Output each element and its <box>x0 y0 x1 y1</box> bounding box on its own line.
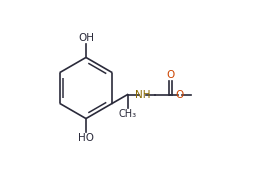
Text: NH: NH <box>135 90 150 100</box>
Text: O: O <box>176 90 184 100</box>
Text: CH₃: CH₃ <box>118 109 137 119</box>
Text: HO: HO <box>78 133 94 143</box>
Text: OH: OH <box>78 33 94 43</box>
Text: O: O <box>166 70 174 80</box>
